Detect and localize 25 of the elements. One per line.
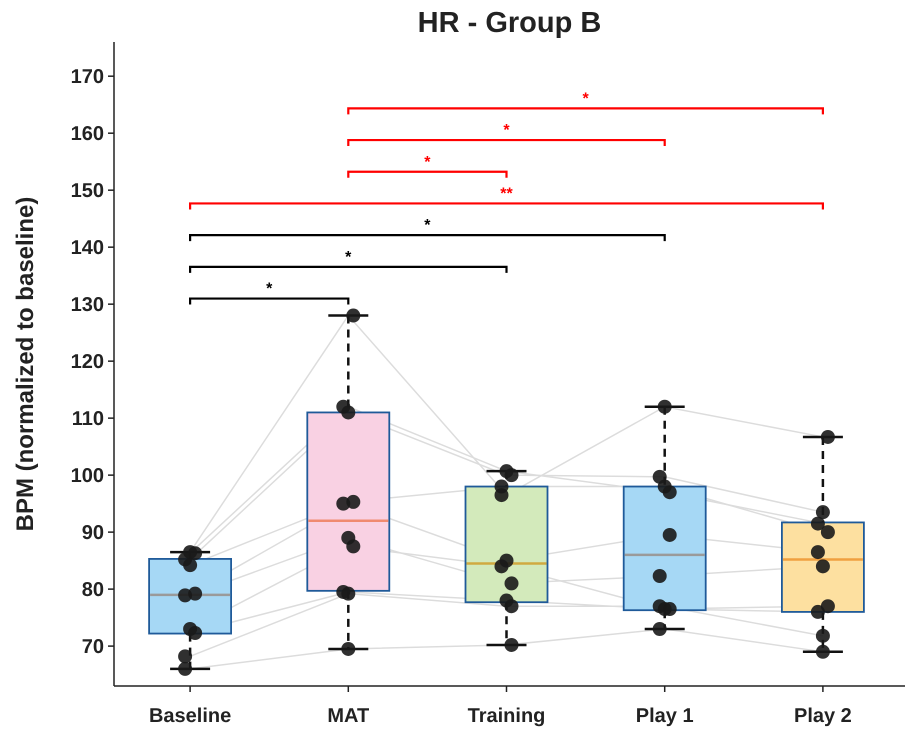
annotation: * (582, 90, 590, 108)
y-tick-label: 100 (70, 465, 104, 488)
x-tick-label: Play 1 (636, 705, 694, 727)
y-axis-title: BPM (normalized to baseline) (12, 196, 39, 532)
annotation: * (424, 217, 432, 234)
x-tick-label: MAT (327, 705, 370, 727)
y-tick-label: 140 (70, 237, 104, 260)
y-tick-label: 80 (82, 579, 104, 602)
annotation: * (266, 280, 274, 298)
y-tick-label: 90 (82, 522, 104, 544)
y-tick-label: 70 (82, 636, 104, 658)
y-tick-label: 110 (72, 408, 104, 430)
y-tick-label: 130 (70, 294, 104, 316)
y-tick-label: 170 (70, 66, 104, 88)
chart-title: HR - Group B (418, 7, 602, 39)
y-tick-label: 160 (70, 123, 104, 146)
x-tick-label: Play 2 (794, 705, 852, 727)
x-tick-label: Training (468, 705, 546, 727)
y-tick-label: 150 (70, 180, 104, 202)
y-tick-label: 120 (70, 351, 104, 374)
annotation: ** (500, 185, 514, 202)
annotation: * (424, 154, 432, 171)
annotation: * (503, 122, 510, 140)
x-tick-label: Baseline (148, 705, 232, 727)
annotation: * (345, 248, 352, 266)
